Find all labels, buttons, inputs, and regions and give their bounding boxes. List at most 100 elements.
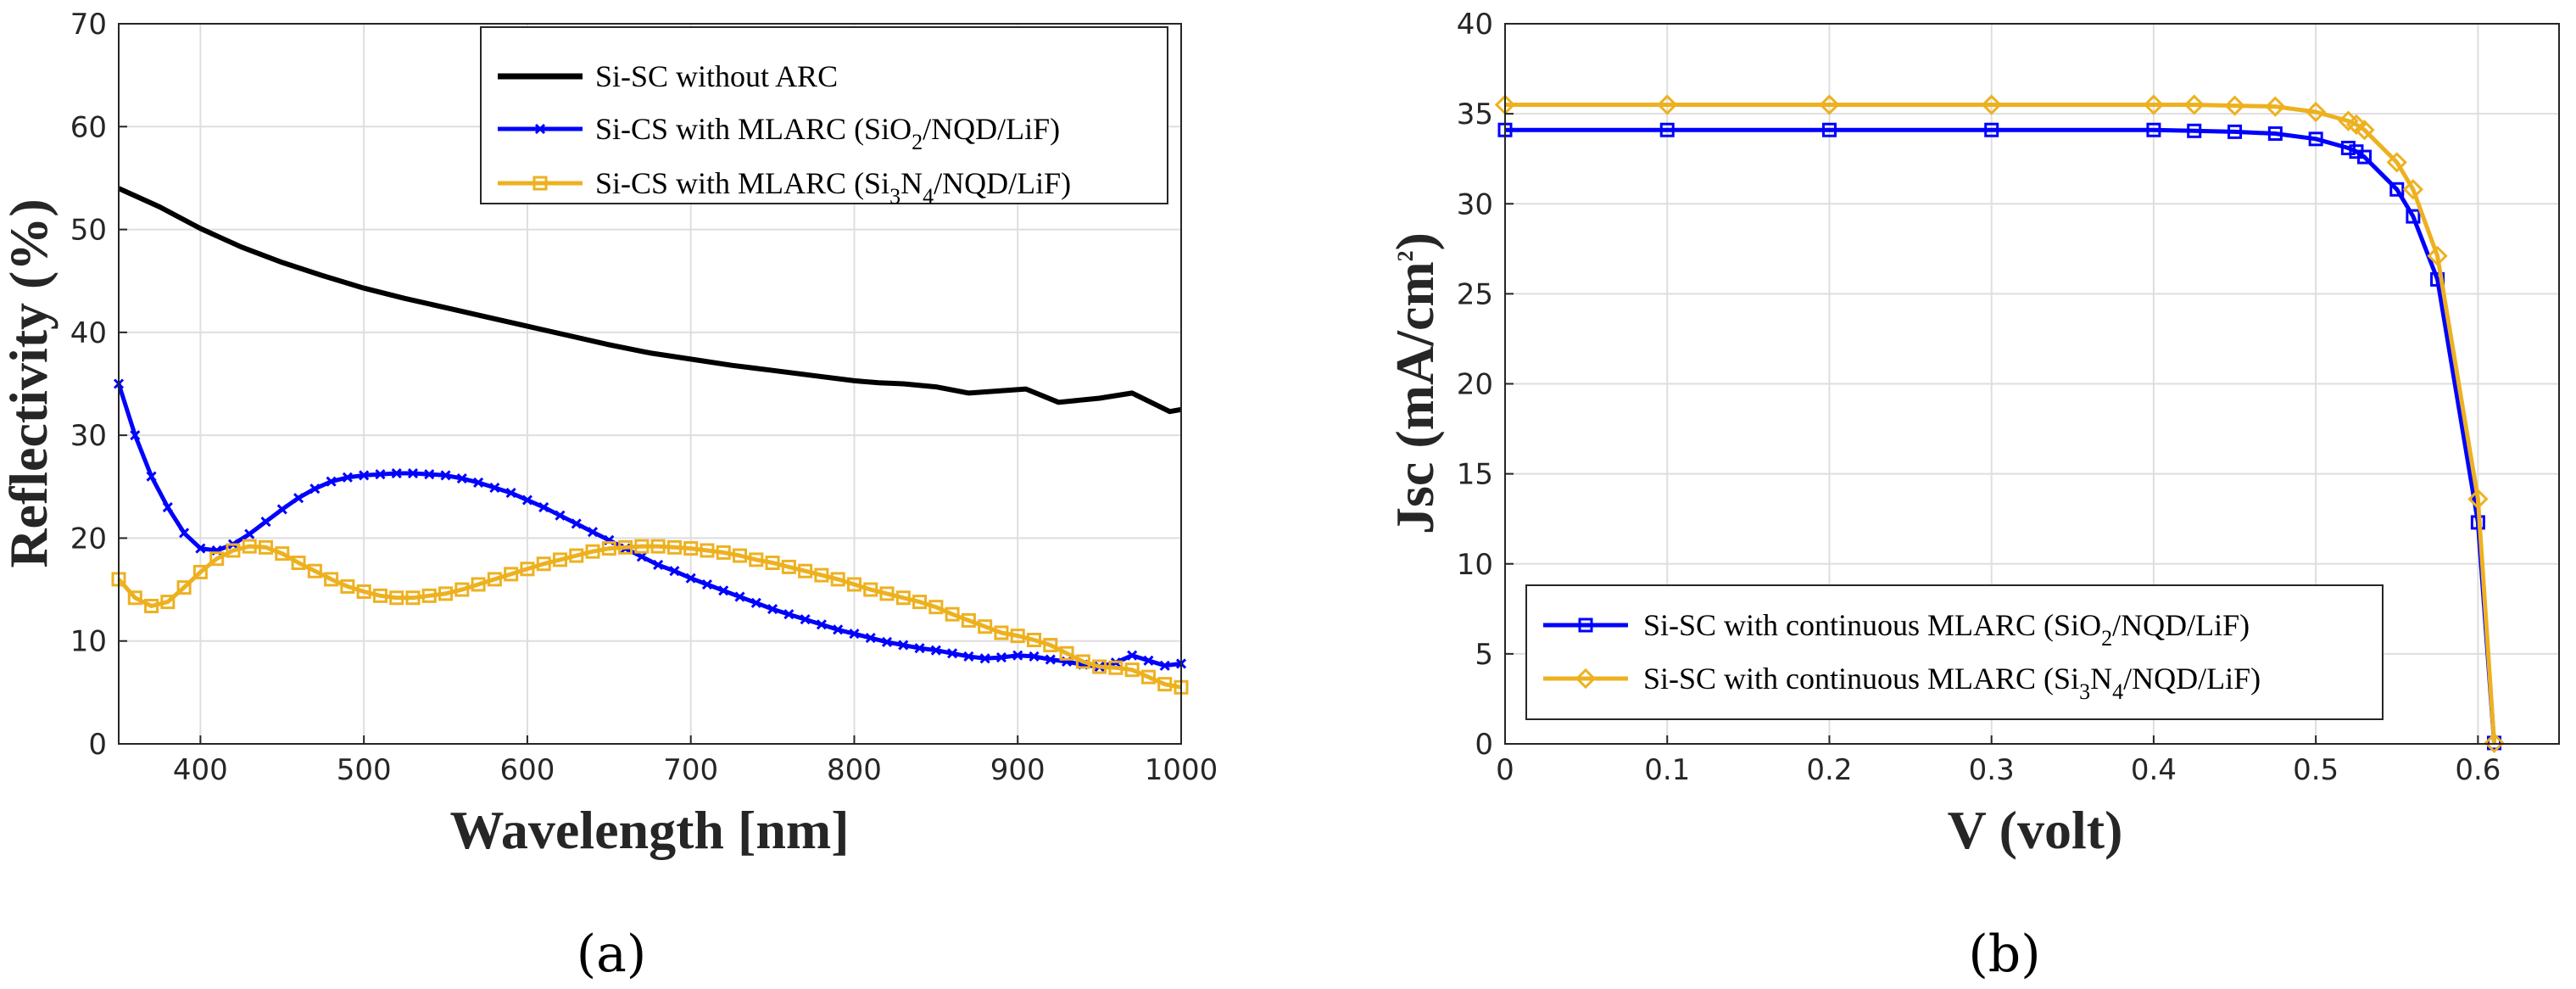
chart-a-point-sio2-14 bbox=[342, 472, 353, 483]
chart-a-point-si3n4-44 bbox=[830, 572, 845, 587]
chart-a-line-noarc bbox=[117, 186, 1182, 415]
chart-a-series-group bbox=[111, 186, 1189, 695]
chart-a-point-sio2-35 bbox=[685, 573, 696, 584]
chart-b-legend-part-sio2-2: /NQD/LiF) bbox=[2112, 608, 2250, 642]
chart-a-point-si3n4-53 bbox=[978, 619, 993, 634]
chart-a-point-si3n4-30 bbox=[601, 541, 616, 556]
panel-label-a: (a) bbox=[577, 925, 647, 984]
chart-a-point-sio2-21 bbox=[456, 473, 467, 484]
chart-a-point-si3n4-31 bbox=[618, 539, 633, 555]
chart-a-point-si3n4-64 bbox=[1157, 677, 1173, 692]
chart-a-point-si3n4-42 bbox=[798, 563, 813, 578]
chart-a-point-sio2-40 bbox=[767, 604, 778, 615]
chart-b-point-si3n4-3 bbox=[1981, 94, 2002, 115]
chart-a-point-si3n4-17 bbox=[389, 590, 404, 606]
chart-a-point-si3n4-21 bbox=[454, 582, 470, 597]
chart-a-point-sio2-34 bbox=[669, 566, 680, 577]
chart-a-x-tick-label-6: 1000 bbox=[1145, 753, 1218, 787]
chart-a-point-sio2-54 bbox=[995, 652, 1007, 663]
chart-a-point-si3n4-54 bbox=[994, 625, 1009, 640]
chart-a-ticks: 400 500 600 700 800 900 1000 0 10 20 30 40 50 60 70 bbox=[70, 8, 1218, 787]
chart-a-point-sio2-4 bbox=[179, 528, 190, 539]
chart-a-point-sio2-2 bbox=[146, 471, 157, 482]
chart-b-legend-marker-sio2 bbox=[1578, 617, 1593, 633]
chart-a-point-si3n4-20 bbox=[438, 586, 454, 601]
chart-b-point-sio2-5 bbox=[2187, 123, 2202, 138]
chart-b-y-tick-label-8: 40 bbox=[1457, 8, 1493, 42]
chart-a-x-tick-label-5: 900 bbox=[990, 753, 1045, 787]
chart-b-legend-label-sio2: Si-SC with continuous MLARC (SiO2/NQD/Li… bbox=[1643, 608, 2250, 651]
chart-a-y-tick-label-0: 0 bbox=[88, 728, 107, 762]
chart-a-point-sio2-9 bbox=[260, 516, 271, 528]
chart-b-y-axis-label: Jsc (mA/cm2) bbox=[1385, 232, 1445, 534]
chart-b-y-tick-label-1: 5 bbox=[1475, 638, 1493, 672]
chart-a-point-si3n4-58 bbox=[1059, 645, 1074, 661]
chart-a-y-tick-label-1: 10 bbox=[70, 625, 107, 659]
chart-b-point-si3n4-5 bbox=[2183, 94, 2205, 115]
chart-b-point-si3n4-12 bbox=[2386, 152, 2407, 173]
chart-a-y-tick-label-6: 60 bbox=[70, 110, 107, 144]
chart-b-point-si3n4-7 bbox=[2265, 96, 2286, 117]
chart-a-point-sio2-15 bbox=[359, 470, 370, 481]
chart-a-x-tick-label-3: 700 bbox=[663, 753, 718, 787]
chart-a-point-si3n4-2 bbox=[144, 598, 159, 613]
chart-b-series-si3n4 bbox=[1494, 94, 2505, 754]
chart-a-point-sio2-29 bbox=[587, 527, 599, 538]
chart-b-point-si3n4-10 bbox=[2345, 114, 2367, 135]
chart-a-legend-part-sio2-2: /NQD/LiF) bbox=[923, 112, 1060, 146]
chart-a-point-si3n4-27 bbox=[552, 552, 567, 567]
chart-b-point-sio2-2 bbox=[1821, 122, 1837, 137]
chart-a-legend-part-sio2-1: 2 bbox=[912, 130, 923, 154]
chart-a-point-sio2-63 bbox=[1143, 655, 1154, 666]
chart-a-point-si3n4-8 bbox=[242, 539, 257, 554]
chart-a-point-si3n4-46 bbox=[863, 582, 878, 597]
chart-a-legend-marker-si3n4 bbox=[532, 176, 548, 191]
chart-a-legend-part-si3n4-3: 4 bbox=[923, 184, 934, 209]
chart-b-y-tick-label-6: 30 bbox=[1457, 187, 1493, 221]
chart-a-point-si3n4-5 bbox=[192, 564, 208, 579]
chart-a-point-sio2-53 bbox=[979, 653, 990, 664]
chart-b-x-axis-label: V (volt) bbox=[1948, 800, 2123, 860]
chart-a-point-si3n4-23 bbox=[487, 572, 502, 587]
chart-a-point-sio2-62 bbox=[1127, 650, 1138, 661]
chart-b-legend: Si-SC with continuous MLARC (SiO2/NQD/Li… bbox=[1525, 584, 2384, 720]
chart-a-y-axis-label: Reflectivity (%) bbox=[0, 198, 59, 567]
chart-b-point-sio2-1 bbox=[1659, 122, 1675, 137]
chart-b-point-si3n4-2 bbox=[1819, 94, 1840, 115]
chart-a-point-sio2-39 bbox=[750, 597, 761, 608]
chart-a-point-si3n4-32 bbox=[634, 539, 650, 554]
chart-b-y-label-main: Jsc (mA/cm bbox=[1385, 261, 1445, 534]
chart-a-point-si3n4-61 bbox=[1108, 660, 1124, 675]
chart-a-point-sio2-41 bbox=[783, 609, 795, 620]
chart-a-legend-part-si3n4-1: 3 bbox=[889, 184, 900, 209]
chart-b-point-si3n4-6 bbox=[2224, 95, 2245, 116]
chart-a-point-sio2-55 bbox=[1012, 650, 1023, 661]
chart-a-x-tick-label-1: 500 bbox=[337, 753, 392, 787]
chart-b-legend-label-si3n4: Si-SC with continuous MLARC (Si3N4/NQD/L… bbox=[1643, 662, 2261, 704]
chart-a-point-si3n4-22 bbox=[471, 577, 486, 592]
chart-b-point-sio2-11 bbox=[2357, 149, 2372, 165]
chart-a-series-si3n4 bbox=[111, 539, 1189, 695]
chart-a-legend-label-si3n4: Si-CS with MLARC (Si3N4/NQD/LiF) bbox=[595, 166, 1071, 209]
chart-a-x-axis-label: Wavelength [nm] bbox=[449, 800, 849, 860]
chart-b-series-sio2 bbox=[1497, 122, 2502, 751]
chart-a-legend-part-sio2-0: Si-CS with MLARC (SiO bbox=[595, 112, 912, 146]
chart-a-point-sio2-51 bbox=[947, 648, 958, 659]
chart-b-point-si3n4-14 bbox=[2427, 245, 2448, 266]
chart-a-point-si3n4-19 bbox=[421, 588, 437, 603]
panel-label-b: (b) bbox=[1968, 925, 2040, 984]
chart-b-point-si3n4-13 bbox=[2402, 179, 2424, 200]
chart-a-legend-part-si3n4-0: Si-CS with MLARC (Si bbox=[595, 166, 889, 200]
chart-a-point-sio2-27 bbox=[555, 510, 566, 521]
chart-b-x-tick-label-4: 0.4 bbox=[2131, 753, 2177, 787]
chart-a-point-sio2-33 bbox=[653, 559, 664, 571]
chart-b-y-label-end: ) bbox=[1385, 232, 1445, 250]
chart-a-point-si3n4-60 bbox=[1092, 659, 1107, 674]
chart-a-point-sio2-57 bbox=[1045, 654, 1056, 665]
chart-a-point-si3n4-10 bbox=[275, 546, 290, 562]
chart-b-y-tick-label-2: 10 bbox=[1457, 548, 1493, 582]
chart-b-point-sio2-4 bbox=[2146, 122, 2161, 137]
chart-a-point-si3n4-12 bbox=[307, 563, 322, 578]
chart-a-series-noarc bbox=[117, 186, 1182, 415]
